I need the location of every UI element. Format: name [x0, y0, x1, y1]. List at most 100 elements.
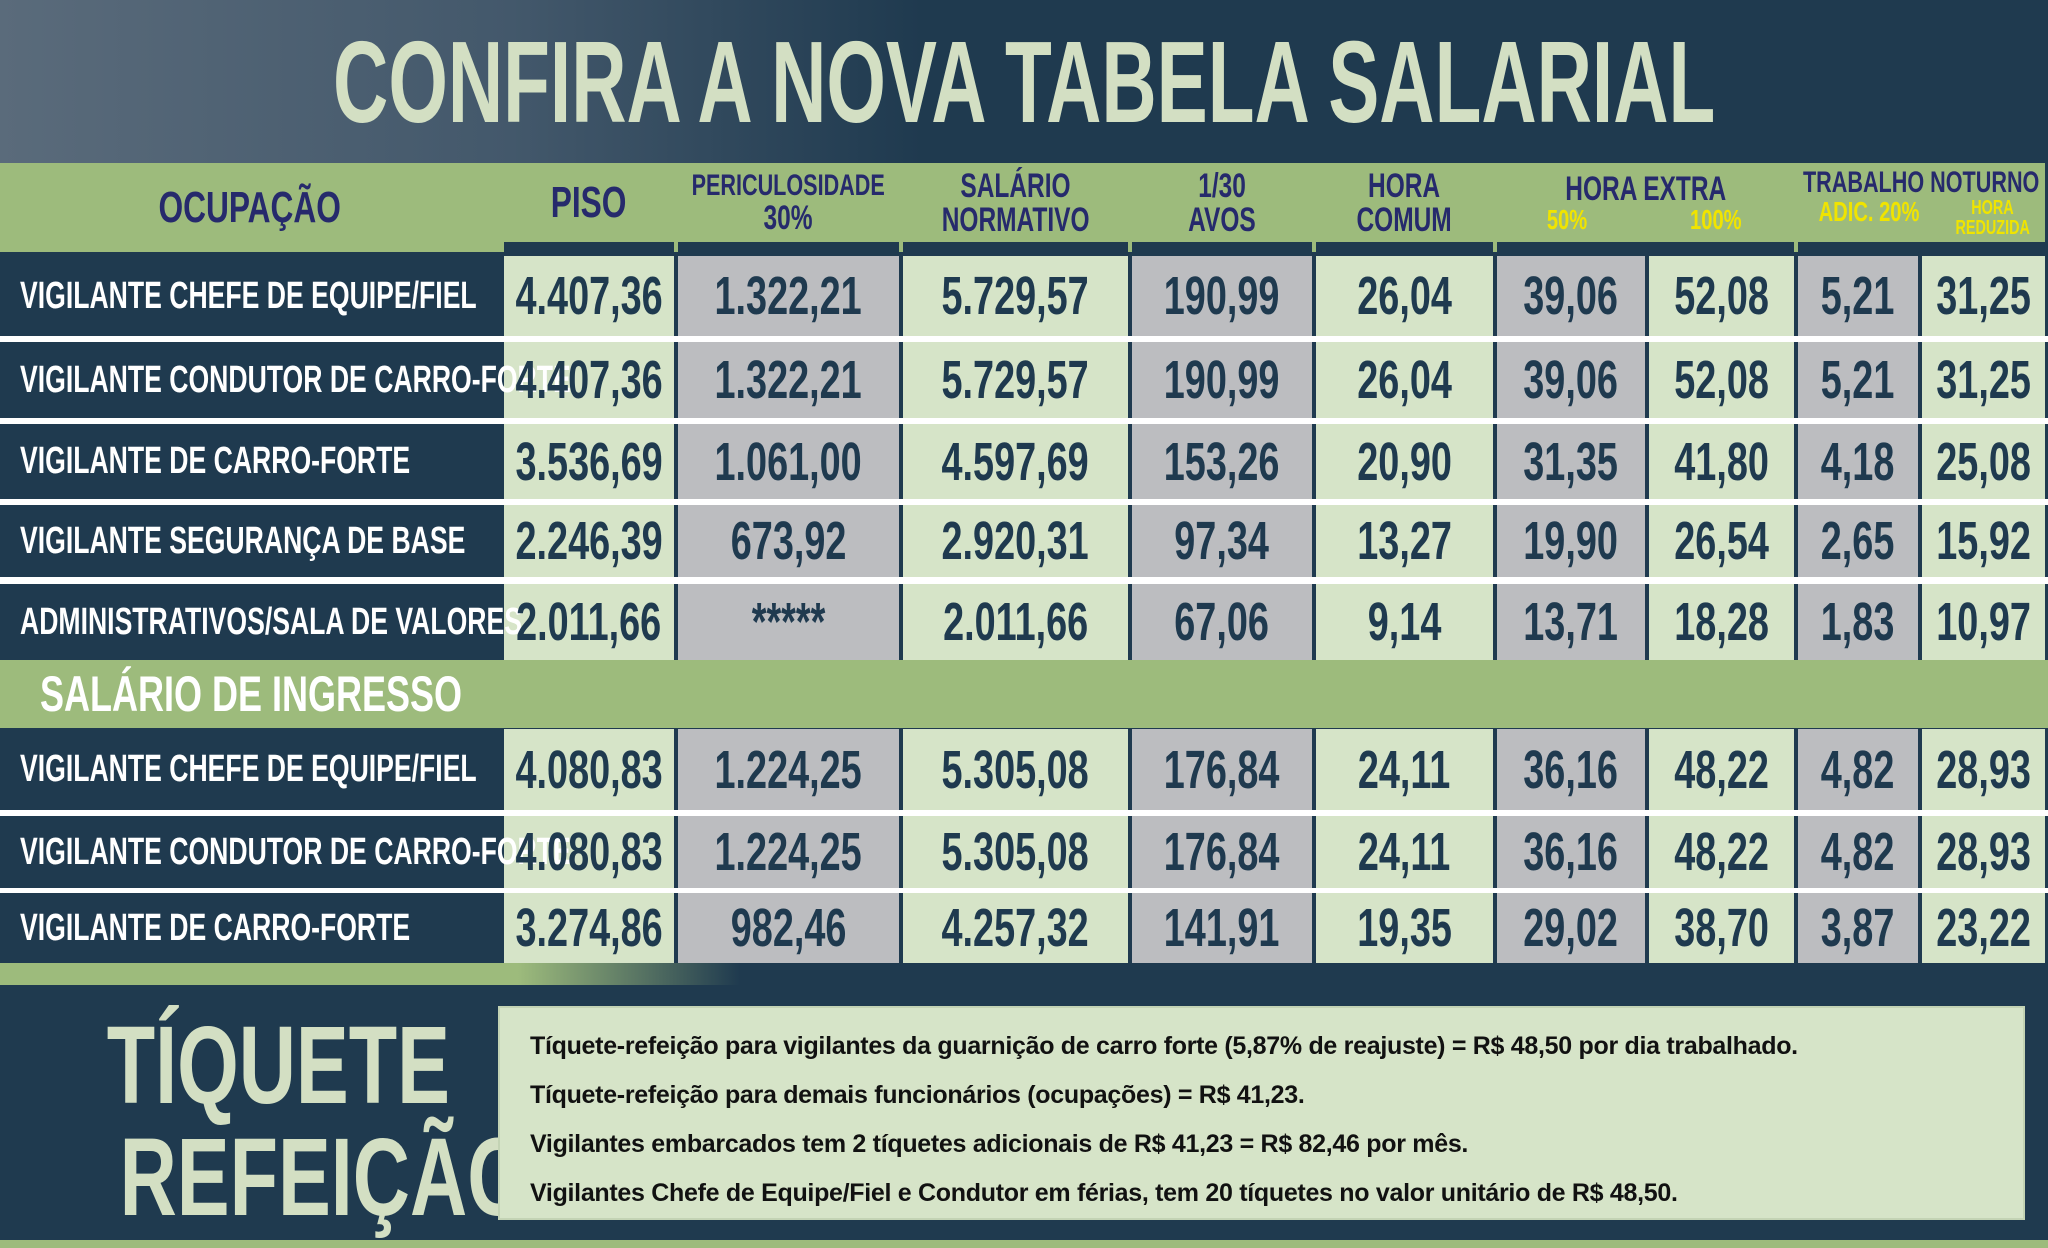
value-cell: 2.011,66 — [903, 584, 1128, 660]
value-cell: 48,22 — [1649, 729, 1794, 810]
value-cell: 141,91 — [1132, 893, 1312, 963]
value-cell: 29,02 — [1497, 893, 1645, 963]
value-cell: 26,04 — [1316, 256, 1493, 336]
value-cell: 38,70 — [1649, 893, 1794, 963]
value-cell: 20,90 — [1316, 424, 1493, 499]
table-row: VIGILANTE CHEFE DE EQUIPE/FIEL 4.080,83 1.… — [0, 729, 2045, 810]
row-divider — [0, 418, 2048, 424]
value-cell: 1.322,21 — [678, 256, 899, 336]
decorative-band — [0, 963, 740, 985]
row-divider — [0, 499, 2048, 505]
value-cell: 13,27 — [1316, 505, 1493, 577]
value-cell: 23,22 — [1922, 893, 2045, 963]
value-cell: 41,80 — [1649, 424, 1794, 499]
value-cell: 1.224,25 — [678, 729, 899, 810]
value-cell: 25,08 — [1922, 424, 2045, 499]
value-cell: 4.597,69 — [903, 424, 1128, 499]
ticket-line: Tíquete-refeição para vigilantes da guar… — [530, 1032, 1798, 1060]
value-cell: 5.305,08 — [903, 816, 1128, 888]
value-cell: 67,06 — [1132, 584, 1312, 660]
value-cell: 28,93 — [1922, 816, 2045, 888]
occupation-cell: VIGILANTE CHEFE DE EQUIPE/FIEL — [0, 729, 500, 810]
value-cell: 13,71 — [1497, 584, 1645, 660]
table-header: OCUPAÇÃO PISO PERICULOSIDADE 30% SALÁRIO N… — [0, 163, 2045, 252]
value-cell: 3.536,69 — [504, 424, 674, 499]
value-cell: 190,99 — [1132, 256, 1312, 336]
table-row: VIGILANTE CONDUTOR DE CARRO-FORTE 4.080,8… — [0, 816, 2045, 888]
value-cell: 31,35 — [1497, 424, 1645, 499]
value-cell: 36,16 — [1497, 729, 1645, 810]
occupation-cell: VIGILANTE DE CARRO-FORTE — [0, 893, 500, 963]
col-ocupacao: OCUPAÇÃO — [158, 182, 342, 232]
col-periculosidade: PERICULOSIDADE 30% — [678, 163, 899, 252]
occupation-cell: VIGILANTE SEGURANÇA DE BASE — [0, 505, 500, 577]
table-row: VIGILANTE CHEFE DE EQUIPE/FIEL 4.407,36 1.… — [0, 256, 2045, 336]
value-cell: 39,06 — [1497, 256, 1645, 336]
value-cell: 4.407,36 — [504, 256, 674, 336]
col-avos: 1/30 AVOS — [1132, 163, 1312, 252]
value-cell: 4.080,83 — [504, 729, 674, 810]
row-divider — [0, 888, 2048, 893]
table-row: VIGILANTE CONDUTOR DE CARRO-FORTE 4.407,3… — [0, 342, 2045, 418]
table-row: ADMINISTRATIVOS/SALA DE VALORES 2.011,66 *… — [0, 584, 2045, 660]
value-cell: 176,84 — [1132, 729, 1312, 810]
col-hora-comum: HORA COMUM — [1316, 163, 1493, 252]
ticket-line: Vigilantes Chefe de Equipe/Fiel e Condut… — [530, 1179, 1678, 1207]
value-cell: 4,82 — [1798, 816, 1918, 888]
value-cell: 4,82 — [1798, 729, 1918, 810]
value-cell: 19,35 — [1316, 893, 1493, 963]
value-cell: 2.011,66 — [504, 584, 674, 660]
value-cell: 5.305,08 — [903, 729, 1128, 810]
ticket-line: Vigilantes embarcados tem 2 tíquetes adi… — [530, 1130, 1469, 1158]
occupation-cell: ADMINISTRATIVOS/SALA DE VALORES — [0, 584, 522, 660]
col-hora-extra: HORA EXTRA 50% 100% — [1497, 163, 1794, 252]
value-cell: 48,22 — [1649, 816, 1794, 888]
value-cell: 52,08 — [1649, 256, 1794, 336]
value-cell: 18,28 — [1649, 584, 1794, 660]
value-cell: 24,11 — [1316, 816, 1493, 888]
value-cell: 5,21 — [1798, 342, 1918, 418]
ticket-title: TÍQUETE REFEIÇÃO — [106, 1004, 529, 1240]
row-divider — [0, 336, 2048, 342]
col-piso: PISO — [504, 163, 674, 252]
value-cell: 1,83 — [1798, 584, 1918, 660]
col-salario-normativo: SALÁRIO NORMATIVO — [903, 163, 1128, 252]
table-row: VIGILANTE DE CARRO-FORTE 3.274,86 982,46 4.… — [0, 893, 2045, 963]
value-cell: 52,08 — [1649, 342, 1794, 418]
value-cell: 39,06 — [1497, 342, 1645, 418]
page-title: CONFIRA A NOVA TABELA SALARIAL — [0, 0, 2048, 163]
value-cell: 24,11 — [1316, 729, 1493, 810]
value-cell: 4.407,36 — [504, 342, 674, 418]
value-cell: 1.322,21 — [678, 342, 899, 418]
value-cell: 31,25 — [1922, 256, 2045, 336]
value-cell: 1.224,25 — [678, 816, 899, 888]
table-row: VIGILANTE SEGURANÇA DE BASE 2.246,39 673,9… — [0, 505, 2045, 577]
occupation-cell: VIGILANTE CHEFE DE EQUIPE/FIEL — [0, 256, 500, 336]
value-cell: 26,04 — [1316, 342, 1493, 418]
value-cell: 97,34 — [1132, 505, 1312, 577]
col-trabalho-noturno: TRABALHO NOTURNO ADIC. 20% HORA REDUZIDA — [1798, 163, 2045, 252]
value-cell: 15,92 — [1922, 505, 2045, 577]
ticket-info-panel: Tíquete-refeição para vigilantes da guar… — [498, 1006, 2025, 1220]
value-cell: 4.080,83 — [504, 816, 674, 888]
bottom-stripe — [0, 1240, 2048, 1248]
value-cell: 31,25 — [1922, 342, 2045, 418]
value-cell: 2.920,31 — [903, 505, 1128, 577]
row-divider — [0, 577, 2048, 584]
value-cell: 1.061,00 — [678, 424, 899, 499]
value-cell: 4.257,32 — [903, 893, 1128, 963]
value-cell: 2.246,39 — [504, 505, 674, 577]
value-cell: 2,65 — [1798, 505, 1918, 577]
value-cell: 190,99 — [1132, 342, 1312, 418]
value-cell: 9,14 — [1316, 584, 1493, 660]
row-divider — [0, 810, 2048, 816]
value-cell: 176,84 — [1132, 816, 1312, 888]
value-cell: 673,92 — [678, 505, 899, 577]
occupation-cell: VIGILANTE CONDUTOR DE CARRO-FORTE — [0, 342, 571, 418]
occupation-cell: VIGILANTE DE CARRO-FORTE — [0, 424, 500, 499]
value-cell: 3,87 — [1798, 893, 1918, 963]
value-cell: 19,90 — [1497, 505, 1645, 577]
value-cell: 5.729,57 — [903, 342, 1128, 418]
value-cell: 10,97 — [1922, 584, 2045, 660]
value-cell: 26,54 — [1649, 505, 1794, 577]
